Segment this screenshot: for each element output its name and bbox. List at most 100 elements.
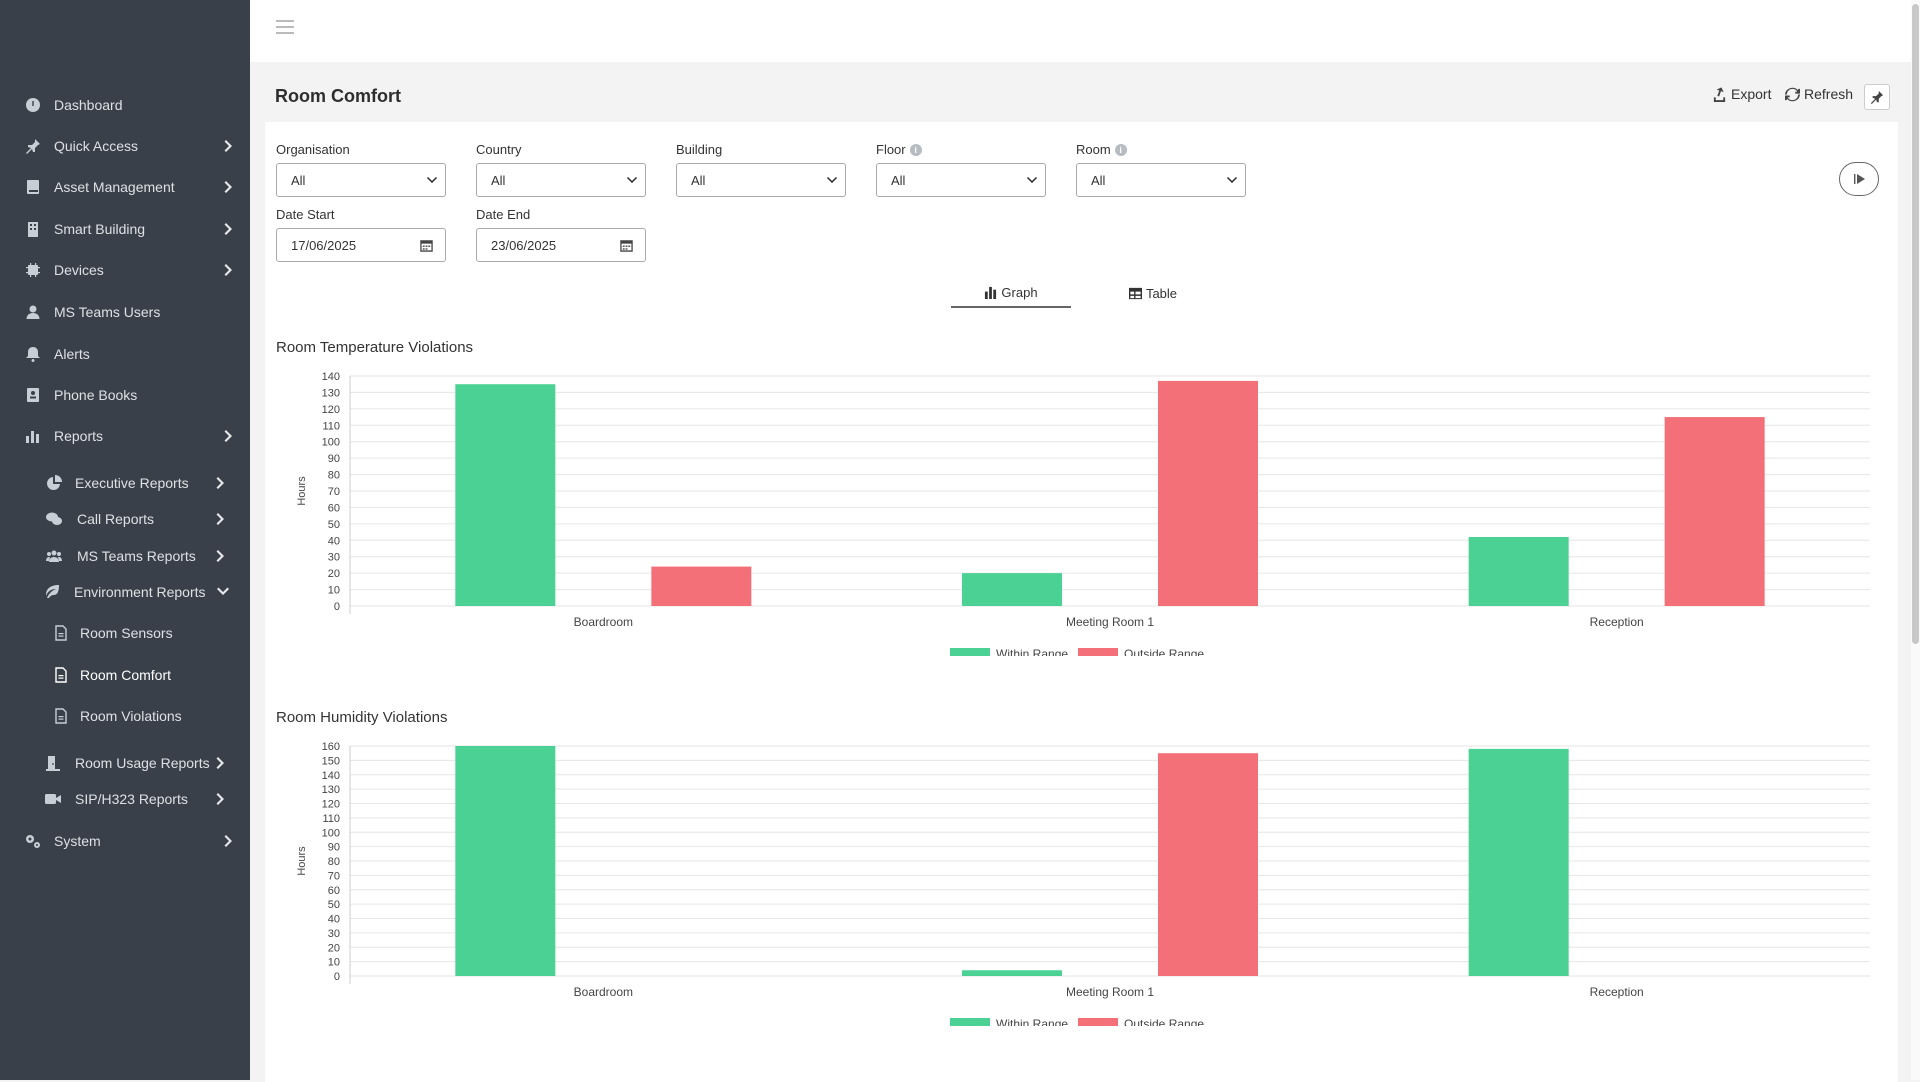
sidebar-item-room-comfort[interactable]: Room Comfort bbox=[0, 657, 250, 693]
sidebar-item-label: Devices bbox=[54, 262, 104, 278]
sidebar-item-environment-reports[interactable]: Environment Reports bbox=[0, 574, 250, 610]
top-bar bbox=[250, 0, 1920, 62]
run-report-button[interactable] bbox=[1839, 162, 1879, 196]
y-tick-label: 50 bbox=[328, 519, 340, 531]
chevron-down-icon bbox=[427, 177, 437, 183]
file-icon bbox=[52, 707, 70, 725]
date-start-label: Date Start bbox=[276, 207, 335, 222]
sidebar-item-ms-teams-users[interactable]: MS Teams Users bbox=[0, 294, 250, 330]
sidebar-item-room-usage-reports[interactable]: Room Usage Reports bbox=[0, 745, 250, 781]
legend-label: Outside Range bbox=[1124, 647, 1204, 656]
chevron-right-icon bbox=[214, 756, 228, 770]
export-icon bbox=[1713, 86, 1726, 102]
bar-within-range bbox=[1468, 537, 1569, 606]
info-icon[interactable]: i bbox=[1114, 143, 1127, 156]
scrollbar-thumb[interactable] bbox=[1912, 4, 1919, 644]
sidebar-item-ms-teams-reports[interactable]: MS Teams Reports bbox=[0, 538, 250, 574]
sidebar-item-label: Call Reports bbox=[77, 511, 155, 527]
users-icon bbox=[45, 547, 63, 565]
sidebar-item-label: Room Usage Reports bbox=[75, 755, 210, 771]
tab-table[interactable]: Table bbox=[1092, 278, 1214, 308]
organisation-select[interactable]: All bbox=[276, 163, 446, 197]
sidebar-item-call-reports[interactable]: Call Reports bbox=[0, 501, 250, 537]
sidebar-item-label: System bbox=[54, 833, 101, 849]
country-label: Country bbox=[476, 142, 522, 157]
chevron-right-icon bbox=[222, 222, 236, 236]
x-tick-label: Reception bbox=[1590, 985, 1644, 999]
y-tick-label: 0 bbox=[334, 971, 340, 983]
legend-label: Within Range bbox=[996, 1017, 1068, 1026]
chevron-right-icon bbox=[214, 792, 228, 806]
bell-icon bbox=[24, 345, 42, 363]
sidebar-item-asset-management[interactable]: Asset Management bbox=[0, 169, 250, 205]
calendar-icon[interactable] bbox=[420, 239, 433, 252]
pin-button[interactable] bbox=[1864, 84, 1890, 110]
calendar-icon[interactable] bbox=[620, 239, 633, 252]
gears-icon bbox=[24, 832, 42, 850]
sidebar-item-label: SIP/H323 Reports bbox=[75, 791, 188, 807]
refresh-button[interactable]: Refresh bbox=[1785, 86, 1853, 102]
bar-outside-range bbox=[1158, 753, 1258, 976]
chevron-down-icon bbox=[827, 177, 837, 183]
tab-graph[interactable]: Graph bbox=[951, 278, 1071, 308]
sidebar-item-reports[interactable]: Reports bbox=[0, 418, 250, 454]
sidebar-item-room-violations[interactable]: Room Violations bbox=[0, 698, 250, 734]
chip-icon bbox=[24, 261, 42, 279]
chevron-down-icon bbox=[216, 585, 230, 599]
sidebar-item-executive-reports[interactable]: Executive Reports bbox=[0, 465, 250, 501]
chevron-right-icon bbox=[214, 476, 228, 490]
y-tick-label: 120 bbox=[322, 799, 340, 811]
sidebar-item-sip-h323-reports[interactable]: SIP/H323 Reports bbox=[0, 781, 250, 817]
sidebar-item-label: Room Sensors bbox=[80, 625, 173, 641]
sidebar-item-devices[interactable]: Devices bbox=[0, 252, 250, 288]
chevron-right-icon bbox=[222, 429, 236, 443]
chevron-right-icon bbox=[222, 180, 236, 194]
file-icon bbox=[52, 624, 70, 642]
sidebar-item-quick-access[interactable]: Quick Access bbox=[0, 128, 250, 164]
y-tick-label: 40 bbox=[328, 535, 340, 547]
y-tick-label: 50 bbox=[328, 899, 340, 911]
sidebar-item-system[interactable]: System bbox=[0, 823, 250, 859]
building-select[interactable]: All bbox=[676, 163, 846, 197]
legend-swatch bbox=[950, 1018, 990, 1026]
play-icon bbox=[1854, 174, 1865, 184]
legend-label: Outside Range bbox=[1124, 1017, 1204, 1026]
menu-toggle-icon[interactable] bbox=[276, 20, 294, 36]
pie-chart-icon bbox=[45, 474, 63, 492]
building-icon bbox=[24, 220, 42, 238]
sidebar-item-smart-building[interactable]: Smart Building bbox=[0, 211, 250, 247]
comments-icon bbox=[45, 510, 63, 528]
y-tick-label: 80 bbox=[328, 856, 340, 868]
y-tick-label: 70 bbox=[328, 486, 340, 498]
date-end-input[interactable]: 23/06/2025 bbox=[476, 228, 646, 262]
refresh-label: Refresh bbox=[1804, 86, 1854, 102]
y-tick-label: 150 bbox=[322, 755, 340, 767]
bar-within-range bbox=[455, 384, 556, 606]
door-icon bbox=[44, 754, 62, 772]
room-select[interactable]: All bbox=[1076, 163, 1246, 197]
floor-select[interactable]: All bbox=[876, 163, 1046, 197]
info-icon[interactable]: i bbox=[909, 143, 922, 156]
sidebar-item-phone-books[interactable]: Phone Books bbox=[0, 377, 250, 413]
export-button[interactable]: Export bbox=[1712, 86, 1771, 102]
file-icon bbox=[52, 666, 70, 684]
humidity-violations-chart: 0 10 20 30 40 50 60 70 80 90 100 110 120 130 140 150 160… bbox=[296, 741, 1870, 1026]
y-tick-label: 90 bbox=[328, 453, 340, 465]
book-icon bbox=[24, 178, 42, 196]
sidebar-item-label: Quick Access bbox=[54, 138, 139, 154]
bar-within-range bbox=[962, 573, 1062, 606]
y-tick-label: 80 bbox=[328, 470, 340, 482]
y-tick-label: 60 bbox=[328, 502, 340, 514]
export-label: Export bbox=[1731, 86, 1772, 102]
sidebar-item-room-sensors[interactable]: Room Sensors bbox=[0, 615, 250, 651]
date-start-input[interactable]: 17/06/2025 bbox=[276, 228, 446, 262]
sidebar-item-alerts[interactable]: Alerts bbox=[0, 336, 250, 372]
y-axis-label: Hours bbox=[296, 846, 308, 876]
country-select[interactable]: All bbox=[476, 163, 646, 197]
y-tick-label: 160 bbox=[322, 741, 340, 753]
scrollbar[interactable] bbox=[1911, 0, 1920, 1080]
sidebar-item-dashboard[interactable]: Dashboard bbox=[0, 87, 250, 123]
sidebar: Dashboard Quick Access Asset Management … bbox=[0, 0, 250, 1080]
chevron-right-icon bbox=[222, 263, 236, 277]
y-tick-label: 110 bbox=[322, 420, 340, 432]
